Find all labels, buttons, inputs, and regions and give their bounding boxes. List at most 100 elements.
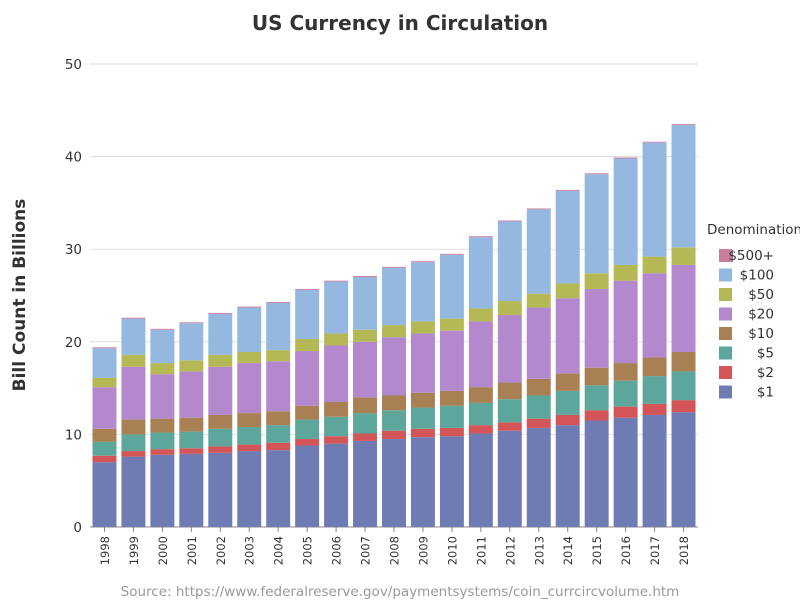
bar-segment <box>324 280 349 282</box>
bar-segment <box>92 455 117 463</box>
bar-segment <box>439 318 464 331</box>
bar-segment <box>150 329 175 364</box>
bar-segment <box>92 377 117 388</box>
bar-segment <box>584 410 609 421</box>
bar-segment <box>410 437 435 527</box>
bar-segment <box>237 451 262 527</box>
bar-stack-2017 <box>642 141 667 527</box>
x-tick-label: 2004 <box>272 536 286 565</box>
bar-segment <box>555 189 580 191</box>
y-axis-ticks: 0 10 20 30 40 50 <box>65 57 82 536</box>
bar-segment <box>468 308 493 322</box>
bar-segment <box>353 276 378 330</box>
bar-segment <box>410 392 435 408</box>
bar-segment <box>237 426 262 445</box>
bar-segment <box>295 289 320 290</box>
x-tick-label: 2006 <box>330 536 344 565</box>
bar-segment <box>179 360 204 372</box>
bar-segment <box>410 407 435 429</box>
bar-segment <box>439 253 464 255</box>
bar-segment <box>324 281 349 334</box>
bar-stack-2012 <box>497 220 522 527</box>
bar-segment <box>295 289 320 340</box>
legend-swatch <box>719 249 732 262</box>
bar-segment <box>555 283 580 299</box>
legend-item: $20 <box>719 307 774 323</box>
x-tick-label: 2014 <box>561 536 575 565</box>
bar-segment <box>237 306 262 308</box>
bar-segment <box>642 256 667 274</box>
bar-segment <box>439 390 464 406</box>
bar-segment <box>382 266 406 268</box>
legend-label: $50 <box>748 287 774 303</box>
bar-segment <box>324 436 349 444</box>
bar-segment <box>526 418 551 428</box>
bar-segment <box>179 417 204 432</box>
bar-segment <box>92 441 117 456</box>
bar-segment <box>497 220 522 222</box>
x-tick-label: 2009 <box>416 536 430 565</box>
x-tick-label: 2008 <box>388 536 402 565</box>
bar-segment <box>266 350 291 362</box>
bar-segment <box>410 262 435 322</box>
x-tick-label: 2005 <box>301 536 315 565</box>
bar-segment <box>150 432 175 450</box>
bar-segment <box>353 341 378 398</box>
bar-segment <box>121 317 146 319</box>
bar-segment <box>555 190 580 284</box>
bar-segment <box>295 439 320 446</box>
bar-segment <box>468 236 493 238</box>
bar-stack-2002 <box>208 313 233 527</box>
legend-label: $1 <box>757 385 774 401</box>
bar-segment <box>671 264 696 352</box>
y-axis-label: Bill Count in Billions <box>10 199 30 392</box>
bar-stack-2001 <box>179 322 204 527</box>
bar-segment <box>613 157 638 159</box>
legend-item: $5 <box>719 346 774 362</box>
legend-swatch <box>719 288 732 301</box>
x-tick-label: 2002 <box>214 536 228 565</box>
bar-segment <box>237 351 262 364</box>
bar-segment <box>382 439 406 527</box>
bar-segment <box>468 402 493 426</box>
bar-segment <box>121 366 146 420</box>
bar-stack-2000 <box>150 328 175 527</box>
source-note: Source: https://www.federalreserve.gov/p… <box>121 584 680 600</box>
legend: Denomination $500+ $100 $50 $20 $10 $5 $2 $1 <box>707 222 800 401</box>
bar-segment <box>468 321 493 388</box>
bar-segment <box>497 382 522 400</box>
bar-segment <box>266 425 291 443</box>
bar-segment <box>613 417 638 527</box>
bar-segment <box>584 367 609 386</box>
bar-segment <box>497 314 522 383</box>
bar-segment <box>150 454 175 527</box>
bar-segment <box>150 374 175 419</box>
y-tick-label: 30 <box>65 242 82 258</box>
bar-segment <box>382 430 406 440</box>
bar-stack-2010 <box>439 253 464 527</box>
bar-segment <box>642 403 667 415</box>
bar-segment <box>410 321 435 334</box>
bar-stack-2007 <box>353 276 378 527</box>
legend-swatch <box>719 385 732 399</box>
legend-item: $1 <box>719 385 774 401</box>
bar-segment <box>410 333 435 393</box>
bar-segment <box>324 416 349 437</box>
bar-segment <box>121 419 146 435</box>
y-tick-label: 40 <box>65 150 82 166</box>
legend-item: $100 <box>719 268 774 284</box>
bar-stack-1999 <box>121 317 146 527</box>
x-tick-label: 2012 <box>503 536 517 565</box>
bar-segment <box>613 380 638 407</box>
bar-segment <box>671 400 696 413</box>
bar-segment <box>237 307 262 352</box>
bar-segment <box>439 427 464 437</box>
bar-segment <box>208 446 233 453</box>
bar-segment <box>382 325 406 338</box>
bar-segment <box>671 247 696 265</box>
legend-item: $500+ <box>719 248 774 264</box>
bar-stack-2008 <box>382 266 406 527</box>
bar-segment <box>642 357 667 377</box>
